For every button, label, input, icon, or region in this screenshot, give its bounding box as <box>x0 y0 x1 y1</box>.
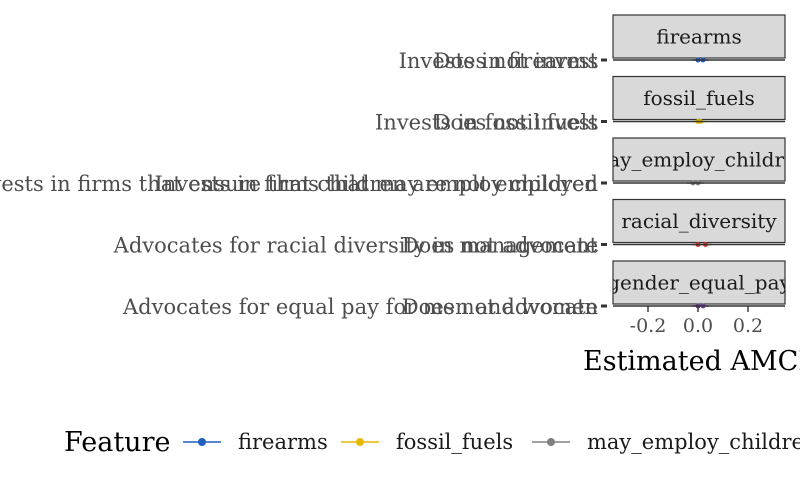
y-tick-label: Advocates for racial diversity in manage… <box>113 234 599 258</box>
legend-entry: firearms <box>183 430 328 454</box>
facet-gender-equal-pay: gender_equal_pay Does not advocateAdvocat… <box>122 260 791 319</box>
legend-label: may_employ_children <box>587 430 800 454</box>
y-tick-label: Does not advocate <box>402 234 598 258</box>
y-tick-label: Invests in firms that may employ childre… <box>154 172 598 196</box>
legend: Feature firearms fossil_fuels may_employ_c… <box>64 427 800 458</box>
y-tick-label: Advocates for equal pay for men and wome… <box>122 295 598 319</box>
facet-strip <box>612 260 786 305</box>
facet-strip-label: fossil_fuels <box>643 86 755 110</box>
legend-key-point <box>198 438 206 446</box>
facet-strip-label: firearms <box>656 25 741 49</box>
legend-key-point <box>356 438 364 446</box>
facet-strip-label: gender_equal_pay <box>607 271 791 295</box>
y-tick-label: Invests in firms that ensure that childr… <box>0 172 598 196</box>
legend-entry: fossil_fuels <box>341 430 513 454</box>
legend-title: Feature <box>64 427 170 458</box>
y-tick-label: Invests in firearms <box>399 49 598 73</box>
facet-strip <box>612 198 786 244</box>
x-axis: -0.2 0.0 0.2 <box>630 306 763 337</box>
facet-strip <box>612 137 786 182</box>
y-tick-label: Does not invest <box>434 49 599 73</box>
y-tick-label: Does not invest <box>434 111 599 135</box>
x-axis-title: Estimated AMCE <box>583 346 800 377</box>
y-tick-label: Invests in fossil fuels <box>375 111 598 135</box>
legend-key-point <box>547 438 555 446</box>
legend-label: fossil_fuels <box>396 430 513 454</box>
legend-entry: may_employ_children <box>532 430 800 454</box>
facet-strip <box>612 14 786 59</box>
facet-strip-label: racial_diversity <box>621 209 777 233</box>
y-tick-label: Does not advocate <box>402 295 598 319</box>
facet-racial-diversity: racial_diversity Does not advocateAdvocat… <box>113 198 786 258</box>
x-tick-label: 0.0 <box>683 315 713 337</box>
facet-strip <box>612 75 786 121</box>
x-tick-label: 0.2 <box>733 315 763 337</box>
legend-label: firearms <box>238 430 328 454</box>
x-tick-label: -0.2 <box>630 315 667 337</box>
facet-strip-label: may_employ_children <box>589 148 800 172</box>
